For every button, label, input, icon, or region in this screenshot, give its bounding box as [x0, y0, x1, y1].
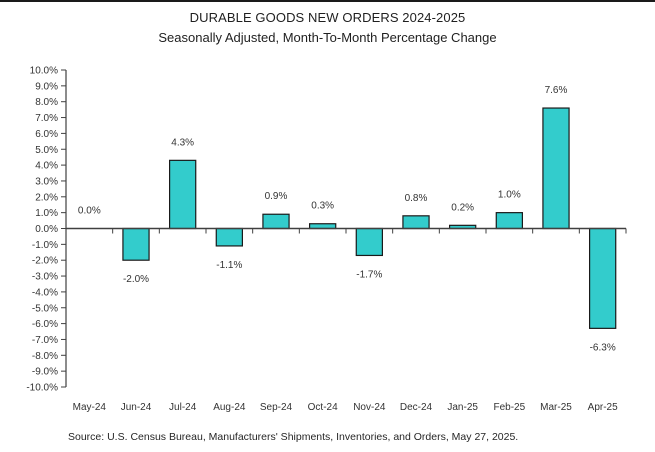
bar [588, 227, 617, 329]
x-tick-label: Nov-24 [353, 402, 386, 413]
y-tick-label: -7.0% [32, 335, 58, 346]
chart-subtitle: Seasonally Adjusted, Month-To-Month Perc… [158, 30, 497, 45]
y-tick-label: -4.0% [32, 287, 58, 298]
x-axis-tick-labels: May-24 Jun-24 Jul-24 Aug-24 Sep-24 Oct-24 Nov-… [73, 402, 618, 413]
data-label: 7.6% [545, 85, 568, 96]
y-tick-label: 1.0% [35, 208, 58, 219]
frame-top-border [0, 0, 655, 2]
data-label: -6.3% [590, 342, 616, 353]
bar [169, 159, 197, 230]
bar [495, 212, 523, 230]
y-tick-label: 5.0% [35, 145, 58, 156]
x-tick-label: Apr-25 [588, 402, 618, 413]
chart-source-note: Source: U.S. Census Bureau, Manufacturer… [68, 431, 519, 443]
data-label: -2.0% [123, 274, 149, 285]
y-tick-label: 7.0% [35, 113, 58, 124]
x-tick-label: Dec-24 [400, 402, 433, 413]
data-labels: 0.0% -2.0% 4.3% -1.1% 0.9% 0.3% -1.7% 0.8% 0.2% 1… [78, 85, 616, 353]
data-label: 0.9% [265, 191, 288, 202]
bar [542, 107, 570, 230]
x-tick-label: Mar-25 [540, 402, 572, 413]
x-tick-label: Aug-24 [213, 402, 246, 413]
y-tick-label: 0.0% [35, 224, 58, 235]
y-tick-label: -1.0% [32, 240, 58, 251]
y-tick-label: -3.0% [32, 272, 58, 283]
data-label: -1.1% [216, 260, 242, 271]
x-tick-label: May-24 [73, 402, 107, 413]
data-label: 1.0% [498, 190, 521, 201]
y-axis-ticks: -10.0% -9.0% -8.0% -7.0% -6.0% -5.0% -4.0% -3.0… [26, 66, 66, 394]
bars [122, 107, 617, 329]
x-tick-label: Oct-24 [308, 402, 338, 413]
y-tick-label: -5.0% [32, 303, 58, 314]
y-tick-label: 3.0% [35, 176, 58, 187]
data-label: 0.8% [405, 193, 428, 204]
bar [215, 227, 243, 247]
y-tick-label: 2.0% [35, 192, 58, 203]
data-label: 0.2% [451, 202, 474, 213]
chart-title: DURABLE GOODS NEW ORDERS 2024-2025 [189, 10, 466, 25]
bar [262, 213, 290, 230]
y-tick-label: -2.0% [32, 256, 58, 267]
y-tick-label: 4.0% [35, 161, 58, 172]
y-tick-label: 9.0% [35, 81, 58, 92]
data-label: -1.7% [356, 269, 382, 280]
x-tick-label: Jul-24 [169, 402, 197, 413]
y-tick-label: -9.0% [32, 367, 58, 378]
y-tick-label: -6.0% [32, 319, 58, 330]
data-label: 0.3% [311, 201, 334, 212]
y-tick-label: 8.0% [35, 97, 58, 108]
x-tick-label: Sep-24 [260, 402, 293, 413]
x-tick-label: Jan-25 [447, 402, 478, 413]
y-tick-label: -10.0% [26, 383, 58, 394]
bar [355, 227, 383, 257]
bar [122, 227, 150, 261]
y-tick-label: -8.0% [32, 351, 58, 362]
x-tick-label: Feb-25 [493, 402, 525, 413]
y-tick-label: 10.0% [30, 66, 58, 77]
data-label: 0.0% [78, 206, 101, 217]
y-tick-label: 6.0% [35, 129, 58, 140]
bar [402, 215, 430, 230]
data-label: 4.3% [171, 137, 194, 148]
x-tick-label: Jun-24 [121, 402, 152, 413]
axes [65, 70, 627, 387]
